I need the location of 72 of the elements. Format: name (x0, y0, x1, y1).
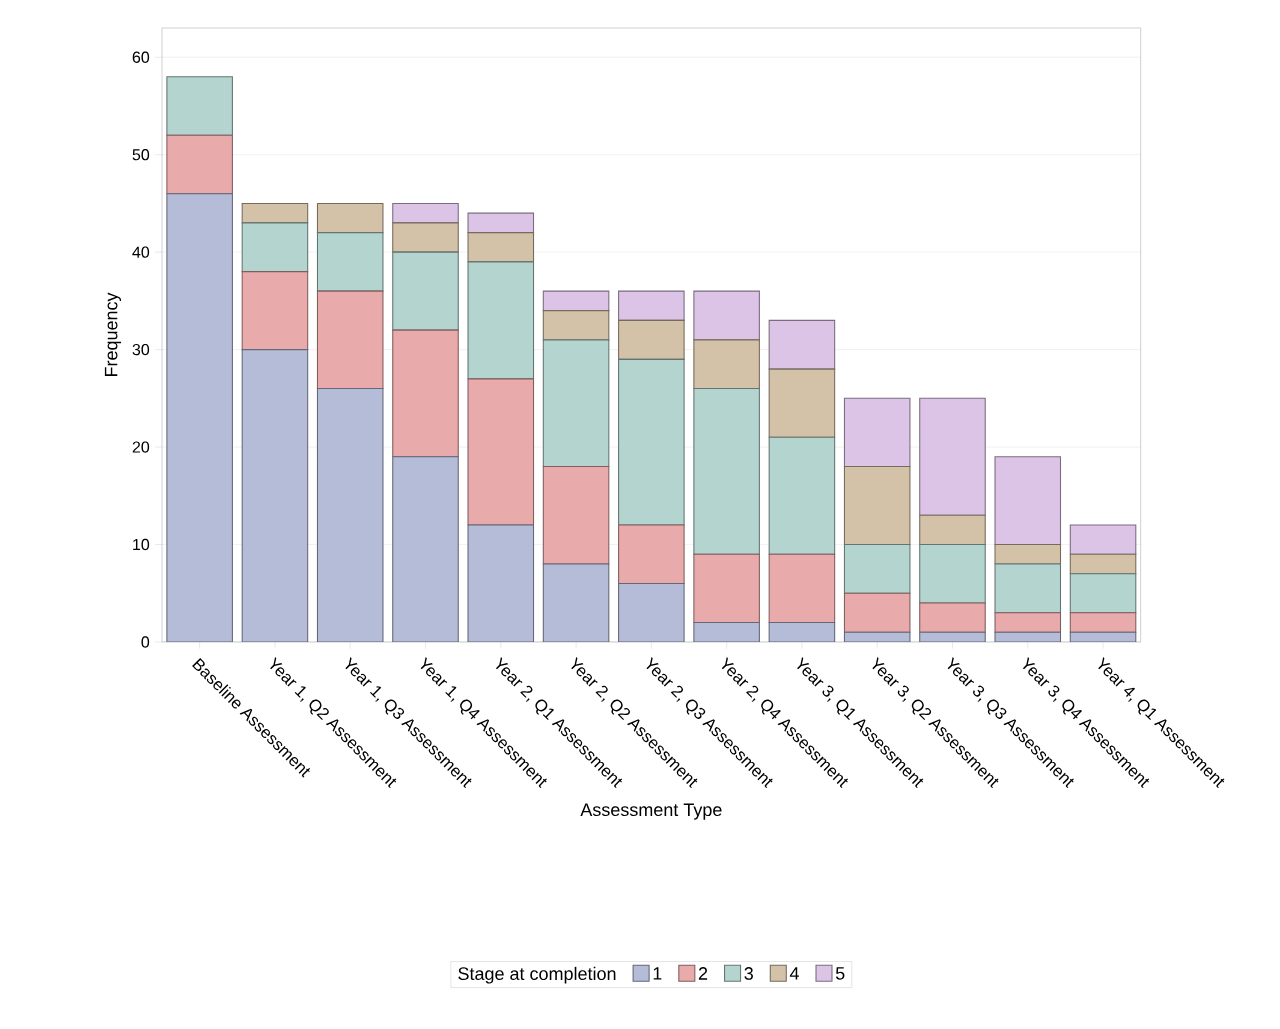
legend-label: 5 (835, 967, 845, 980)
bar (1069, 612, 1137, 633)
bar (919, 543, 986, 604)
bar (542, 466, 610, 565)
bar (542, 290, 610, 312)
bar (618, 524, 685, 585)
y-axis-title: Frequency (104, 292, 122, 377)
bar (768, 553, 836, 624)
bar (241, 222, 309, 273)
y-tick-label: 20 (132, 441, 150, 453)
bar (542, 310, 610, 341)
bar (392, 202, 459, 224)
bar (1069, 524, 1137, 555)
bar (843, 543, 911, 594)
bar (467, 232, 535, 263)
bar (693, 553, 760, 624)
legend-label: 4 (789, 967, 799, 980)
bar (316, 290, 384, 390)
bar (468, 525, 534, 642)
bar (693, 290, 760, 341)
bar (843, 466, 911, 546)
bar (843, 592, 911, 633)
bar (919, 397, 986, 516)
bar (1069, 553, 1137, 575)
bar (392, 222, 459, 253)
bar (994, 543, 1062, 565)
bar (316, 202, 384, 234)
bar (618, 583, 685, 642)
bar (618, 358, 685, 526)
y-tick-label: 40 (132, 246, 150, 258)
bar (166, 76, 233, 136)
y-tick-label: 30 (132, 343, 150, 356)
bar (543, 564, 609, 642)
bar (392, 329, 459, 458)
bar (618, 290, 685, 321)
bar (241, 271, 309, 351)
y-tick-label: 10 (133, 538, 150, 551)
y-tick-label: 50 (132, 149, 150, 161)
y-tick-label: 0 (141, 636, 150, 648)
bar (843, 397, 911, 468)
bar (467, 378, 535, 526)
bar (919, 602, 986, 633)
bar (919, 514, 986, 546)
bar (618, 319, 685, 360)
bar (1069, 573, 1137, 614)
bar (994, 612, 1062, 633)
bar (316, 232, 384, 292)
bar (768, 319, 836, 370)
bar (467, 261, 535, 380)
legend-label: 1 (653, 967, 662, 980)
bar (768, 368, 836, 438)
y-tick-label: 60 (132, 51, 150, 63)
bar (768, 436, 836, 555)
bar (693, 622, 760, 642)
bar (166, 134, 233, 195)
bar (317, 388, 383, 642)
bar (994, 456, 1062, 546)
bar (166, 193, 233, 642)
bar (392, 456, 459, 642)
legend-label: 2 (698, 967, 708, 980)
bar (693, 388, 760, 555)
bar (392, 251, 459, 331)
bar (994, 563, 1062, 614)
bar (467, 212, 535, 234)
legend-label: 3 (744, 967, 753, 980)
bar (542, 339, 610, 468)
bar (693, 339, 760, 390)
bar (242, 349, 308, 642)
bar (769, 622, 835, 642)
bar (241, 202, 309, 224)
x-axis-title: Assessment Type (580, 803, 722, 820)
legend-title: Stage at completion (458, 966, 616, 984)
